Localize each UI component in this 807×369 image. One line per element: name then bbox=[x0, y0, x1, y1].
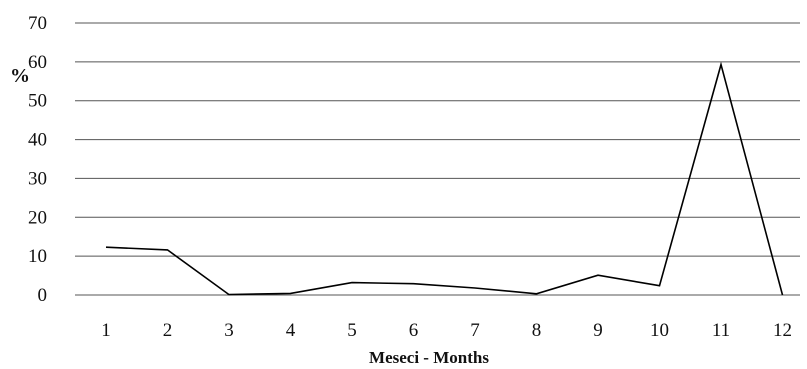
y-tick-label: 40 bbox=[28, 130, 47, 151]
gridlines bbox=[75, 22, 800, 296]
x-tick-label: 10 bbox=[650, 320, 669, 341]
x-tick-label: 8 bbox=[532, 320, 542, 341]
x-tick-label: 1 bbox=[101, 320, 111, 341]
y-tick-label: 50 bbox=[28, 91, 47, 112]
x-tick-label: 6 bbox=[409, 320, 419, 341]
x-tick-label: 5 bbox=[347, 320, 357, 341]
x-tick-label: 3 bbox=[224, 320, 234, 341]
x-axis-title: Meseci - Months bbox=[369, 348, 489, 367]
x-tick-label: 12 bbox=[773, 320, 792, 341]
y-tick-label: 60 bbox=[28, 52, 47, 73]
y-axis-tick-labels: 0 10 20 30 40 50 60 70 bbox=[28, 13, 47, 306]
y-axis-title: % bbox=[10, 65, 30, 87]
series-line bbox=[105, 61, 784, 296]
y-tick-label: 0 bbox=[38, 285, 48, 306]
x-tick-label: 7 bbox=[470, 320, 480, 341]
x-tick-label: 2 bbox=[163, 320, 173, 341]
y-tick-label: 20 bbox=[28, 207, 47, 228]
series-group bbox=[105, 61, 784, 296]
x-tick-label: 4 bbox=[286, 320, 296, 341]
x-axis-tick-labels: 1 2 3 4 5 6 7 8 9 10 11 12 bbox=[101, 320, 792, 341]
y-tick-label: 70 bbox=[28, 13, 47, 34]
x-tick-label: 11 bbox=[712, 320, 730, 341]
y-tick-label: 10 bbox=[28, 246, 47, 267]
y-tick-label: 30 bbox=[28, 168, 47, 189]
x-tick-label: 9 bbox=[593, 320, 603, 341]
